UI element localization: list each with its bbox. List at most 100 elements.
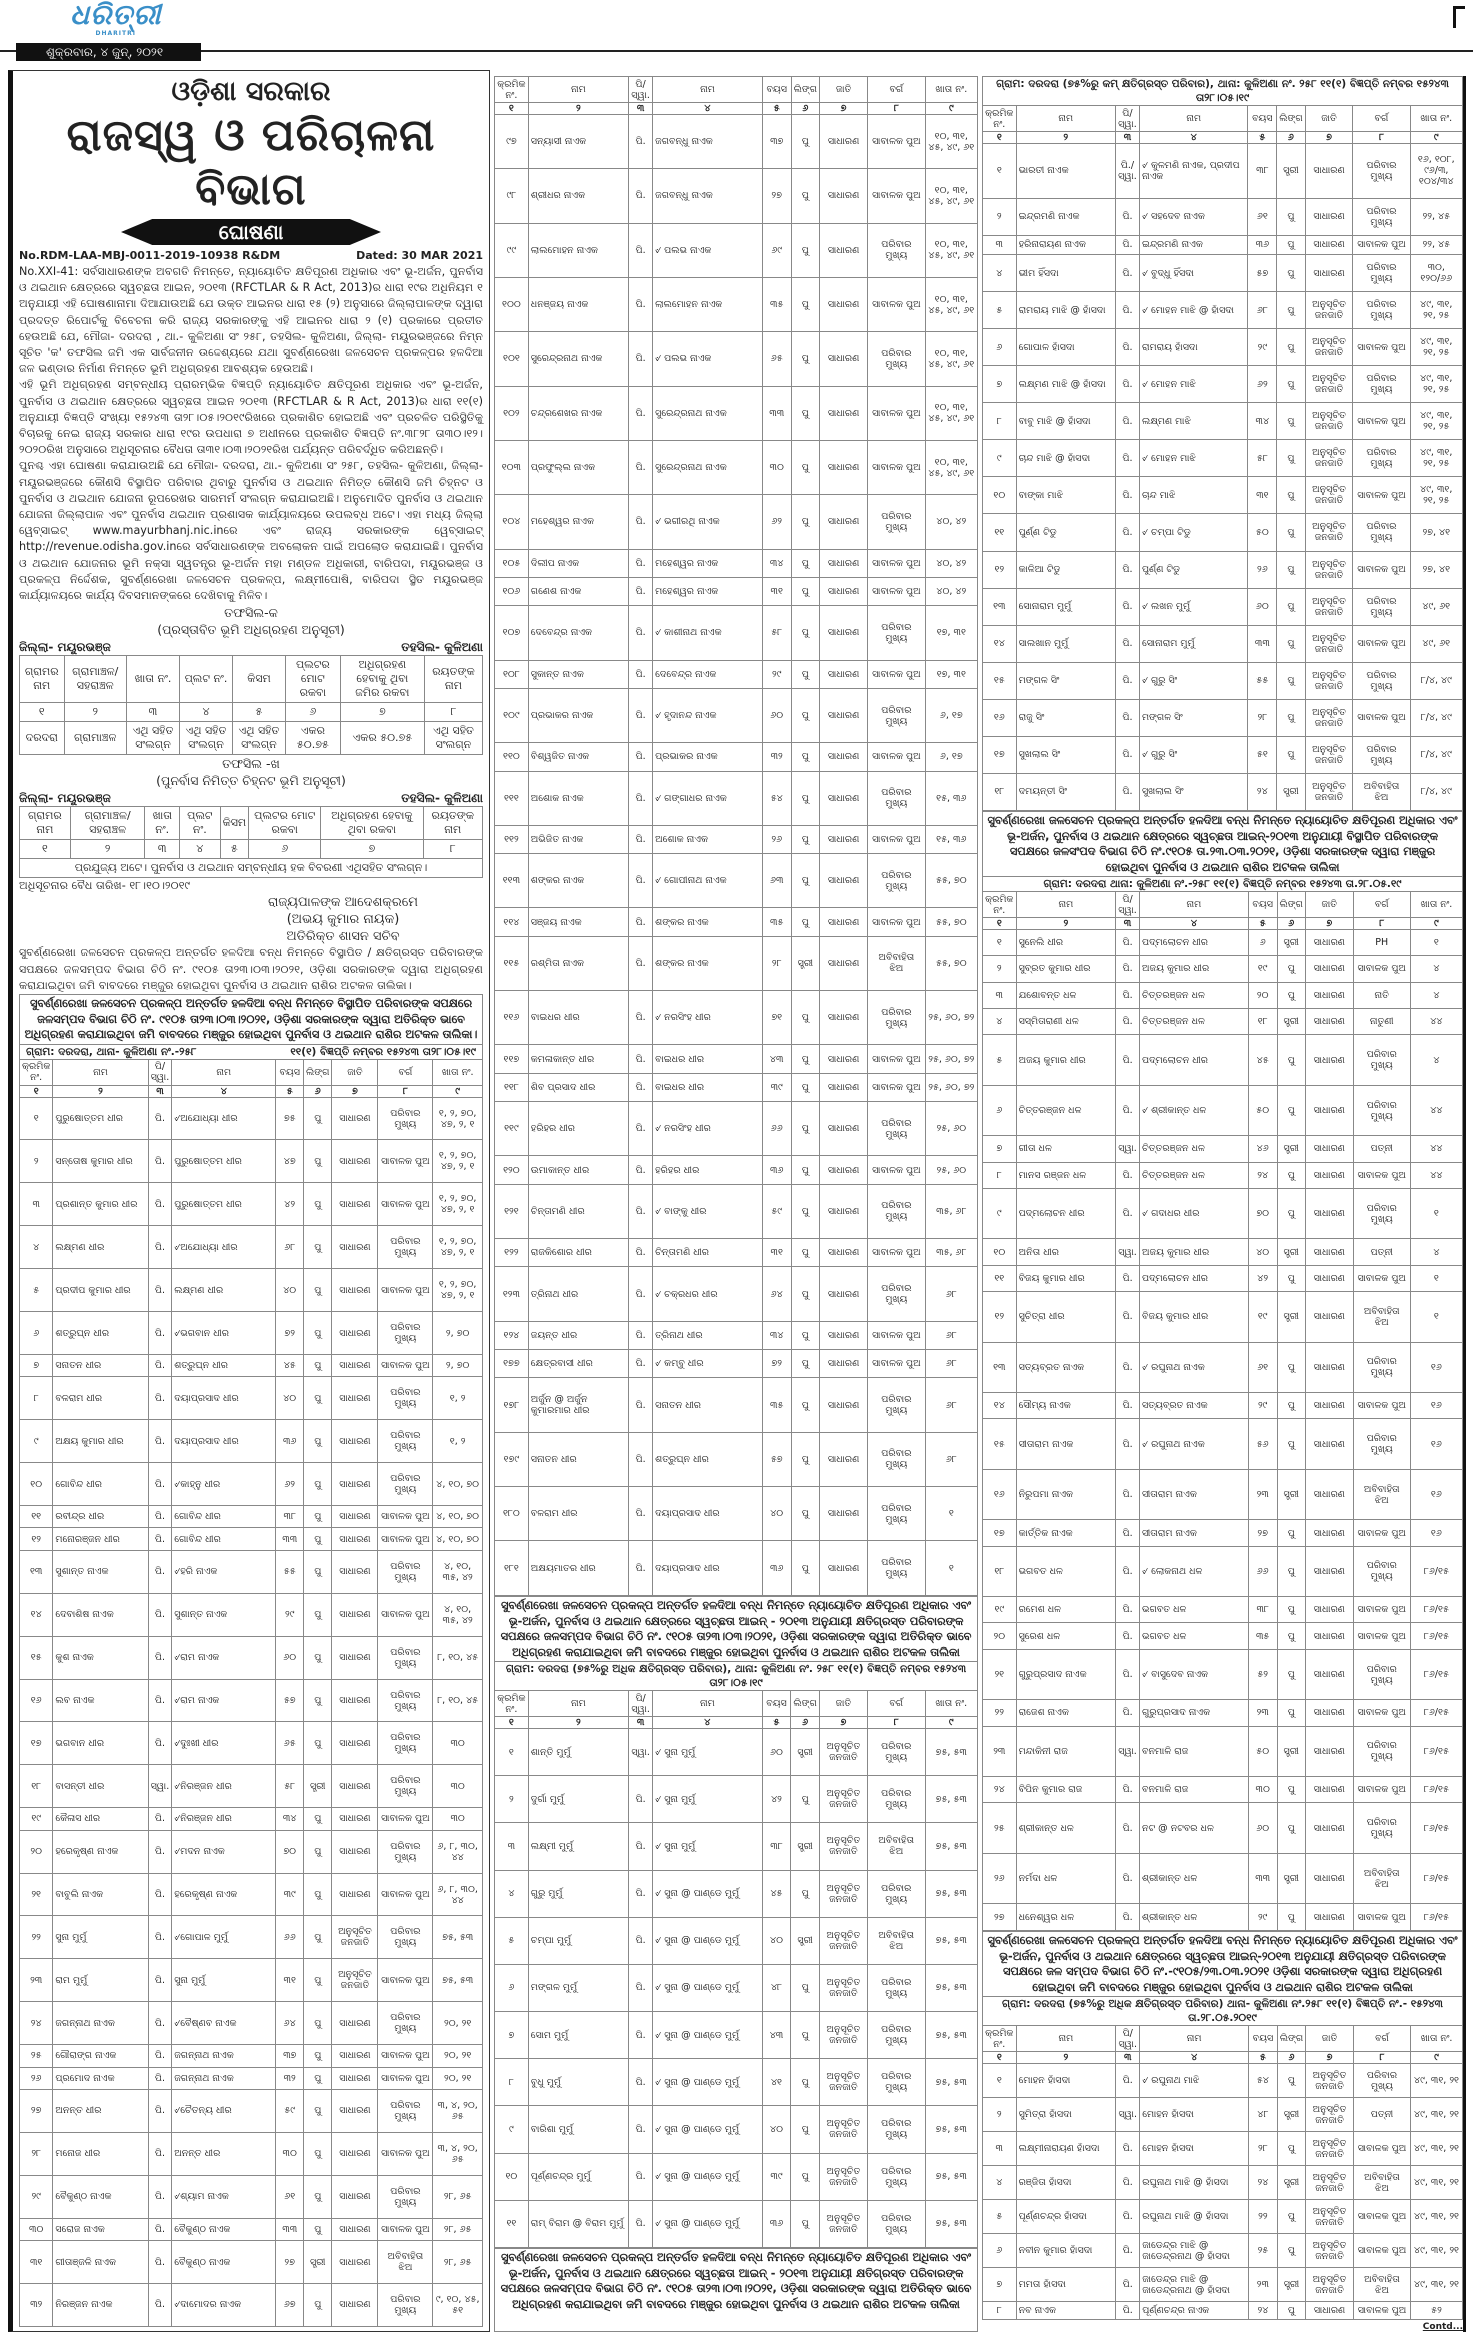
table-cell: ପୁ [1276, 698, 1306, 737]
table-cell: ୩୧ [18, 2240, 54, 2284]
table-row: ୧ ସୁନେଲି ଧୀର ପି. ପଦ୍ମଲୋଚନ ଧୀର ୬ ସ୍ତ୍ରୀ ସାଧାରଣ P… [982, 928, 1464, 957]
table-cell: ପୁରୁଷୋତ୍ତମ ଧୀର [52, 1096, 149, 1141]
table-cell: ପତ୍ନୀ [1352, 1238, 1411, 1266]
table-cell: ପୁ [1276, 1776, 1306, 1804]
table-cell: ୧୯ [1247, 1291, 1278, 1343]
table-cell: ପୁ [1276, 1034, 1306, 1086]
table-cell: ପୁ [790, 331, 821, 387]
table-cell: ୩୫ [761, 907, 792, 937]
table-cell: ବାଇଧର ଧୀର [652, 1044, 763, 1074]
table-cell: ପୁ [790, 548, 821, 578]
table-cell: ୧୦, ୩୧, ୪୫, ୪୯, ୬୧ [924, 222, 979, 278]
table-cell: ୨୮ [1248, 2131, 1278, 2167]
table-cell: ସ୍ତ୍ରୀ [1276, 2165, 1307, 2201]
table-cell: ସାଧାରଣ [1304, 1903, 1354, 1931]
table-cell: ପୁ [303, 1311, 333, 1356]
table-cell: ୧ [1409, 1264, 1464, 1293]
table-cell: ୰ ରଘୁନାଥ ନାଏକ [1139, 1418, 1249, 1470]
table-cell: ପରିବାର ମୁଖ୍ୟ [1352, 1545, 1411, 1598]
table-cell: ୨୯ [1247, 328, 1278, 367]
table-cell: ସାଧାରଣ [331, 1268, 379, 1313]
table-cell: ସାଧାରଣ [819, 990, 869, 1046]
table-cell: ୬୧ [1247, 197, 1278, 236]
column-header: ଖାତା ନଂ. [1410, 2025, 1463, 2052]
table-row: ୫ ଚମ୍ପା ମୁର୍ମୁ ପି. ୰ ସୁନା @ ପାଣ୍ଡେ ମୁର୍ମୁ ୪୦… [494, 1916, 979, 1965]
table-row: ୧୨୪ ଜୟନ୍ତ ଧୀର ପି. ତ୍ରିନାଥ ଧୀର ୩୪ ପୁ ସାଧାରଣ ସାବା… [494, 1320, 979, 1351]
table-cell: ସନାତନ ଧୀର [52, 1354, 149, 1378]
table-cell: ପୁ [303, 2066, 333, 2090]
table-cell: ବାରିଶା ମୁର୍ମୁ [527, 2105, 630, 2154]
column-number: ୪ [1138, 131, 1249, 144]
column-number: ୫ [1248, 2051, 1278, 2064]
table-cell: ୪, ୧୦, ୭୦ [432, 1527, 483, 1551]
table-cell: ୩୨ [761, 742, 792, 772]
table-cell: ପରିବାର ମୁଖ୍ୟ [1352, 439, 1411, 478]
table-cell: ପୂର୍ଣ୍ଣଚନ୍ଦ୍ର ନାଏକ [1139, 2301, 1250, 2320]
schedule-kha-subtitle: (ପୁନର୍ବାସ ନିମିତ୍ତ ଚିହ୍ନଟ ଭୂମି ଅନୁସୂଚୀ) [156, 773, 346, 789]
table-cell: ପୁ [303, 2174, 333, 2219]
table-cell: ୧୭୯ [494, 1431, 529, 1488]
masthead: ଧରିତ୍ରୀ DHARITRI ଶୁକ୍ରବାର, ୪ ଜୁନ୍, ୨୦୨୧ [0, 0, 1473, 70]
table-cell: ପି. [627, 907, 654, 937]
table-cell: ୬ [494, 1963, 529, 2013]
table-cell: ଦେବେନ୍ଦ୍ର ନାଏକ [652, 659, 763, 689]
table-cell: ପରିବାର ମୁଖ୍ୟ [866, 1869, 926, 1918]
table-cell: ୨୩ [1247, 1468, 1278, 1521]
table-cell: ପି. [147, 1958, 173, 2003]
table-cell: ୩୭ [275, 2044, 305, 2068]
table-row: ୮ ମାନସ ରଞ୍ଜନ ଧଳ ପି. ଚିତ୍ତରଞ୍ଜନ ଧଳ ୨୪ ପୁ ସାଧାରଣ… [982, 1161, 1464, 1189]
table-title: ସୁବର୍ଣ୍ଣରେଖା ଜଳସେଚନ ପ୍ରକଳ୍ପ ଅନ୍ତର୍ଗତ ହଳଦ… [494, 1596, 978, 1661]
table-cell: ୰ଶ୍ୟାମ ନାଏକ [171, 2174, 277, 2219]
table-cell: ପୁ [1276, 197, 1306, 236]
table-cell: ପି. [1114, 254, 1140, 293]
table-cell: ପୁ [790, 439, 821, 496]
table-row: ୬ ମଙ୍ଗଳ ମୁର୍ମୁ ପି. ୰ ସୁନା @ ପାଣ୍ଡେ ମୁର୍ମୁ ୪୮… [494, 1963, 979, 2013]
table-cell: ପୁ [303, 1182, 333, 1227]
table-cell: ପୁ [303, 1807, 333, 1831]
table-cell: ପୁ [1276, 234, 1306, 256]
table-cell: ପରିବାର ମୁଖ୍ୟ [866, 1963, 926, 2013]
table-cell: ପୁ [790, 1963, 820, 2013]
table-cell: ବିଜୟ କୁମାର ଧୀର [1015, 1264, 1117, 1293]
table-cell: ପି. [627, 1155, 654, 1185]
table-cell: ୩୮ [275, 1505, 305, 1529]
table-cell: ସାଧାରଣ [819, 1183, 869, 1240]
table-cell: ପ୍ରଶାନ୍ତ କୁମାର ଧୀର [52, 1182, 149, 1227]
table-cell: ସାଧାରଣ [819, 853, 869, 909]
table-cell: ସାଧାରଣ [331, 2044, 379, 2068]
table-cell: ଗୀତାଞ୍ଜଳି ନାଏକ [52, 2240, 149, 2284]
table-cell: ସାବାଳକ ପୁଅ [867, 1238, 926, 1268]
table-cell: ସାଧାରଣ [1304, 1084, 1354, 1137]
column-number: ୫ [1247, 917, 1278, 930]
table-cell: ୨୫, ୬୦, ୭୨ [924, 990, 979, 1046]
newspaper-logo: ଧରିତ୍ରୀ DHARITRI [70, 0, 162, 37]
column-header: ରୟତଙ୍କ ନାମ [423, 655, 484, 704]
table-cell: ୰ନିରଞ୍ଜନ ଧୀର [171, 1764, 277, 1809]
table-cell: ୩ [18, 1182, 54, 1227]
table-cell: ୮୬/୧୫ [1409, 1903, 1464, 1931]
table-row: ୧୧୦ ବିଶ୍ୱଜିତ ନାଏକ ପି. ପ୍ରଭାକର ନାଏକ ୩୨ ପୁ ସାଧାର… [494, 742, 979, 772]
table-cell: ପରିବାର ମୁଖ୍ୟ [1352, 197, 1411, 236]
table-cell: ୨, ୭୦ [432, 1311, 483, 1356]
table-cell: ଏକର ୫୦.୭୫ [284, 721, 341, 756]
table-cell: ସାବାଳକ ପୁଅ [1352, 624, 1411, 663]
table-cell: ପୁ [790, 1266, 821, 1322]
table-cell: ୫୧ [1247, 735, 1278, 774]
table-cell: ୨୫ [982, 1802, 1017, 1854]
table-row: ୨୩ ମନ୍ଦାକିନୀ ରାଜ ସ୍ୱା. ବନମାଳି ରାଜ ୫୦ ସ୍ତ୍ରୀ ସା… [982, 1725, 1464, 1778]
table-cell: ରାମ ମୁର୍ମୁ [52, 1958, 149, 2003]
column-header: ବୟସ [1247, 891, 1278, 918]
table-cell: ସାବାଳକ ପୁଅ [1352, 328, 1411, 367]
table-cell: ୨୦, ୨୧ [432, 2044, 483, 2068]
table-cell: ମଙ୍ଗଳ ମୁର୍ମୁ [527, 1963, 630, 2013]
header-row: କ୍ରମିକ ନଂ. ନାମ ପି/ ସ୍ୱା. ନାମ ବୟସ ଲିଙ୍ଗ ଜାତି ବର୍… [982, 105, 1464, 132]
table-cell: ୨୧ [982, 1648, 1017, 1701]
table-cell: ସାଧାରଣ [819, 1044, 869, 1074]
table-cell: ସାଧାରଣ [331, 1462, 379, 1507]
table-cell: ଅନୁସୂଚିତ ଜନଜାତି [1304, 624, 1354, 663]
table-cell: ୰ ପଲଭ ନାଏକ [652, 222, 763, 278]
table-cell: ପି. [147, 1635, 173, 1680]
table-cell: ପି. [1115, 1084, 1141, 1137]
table-cell: ୨୨, ୪୫ [1409, 234, 1464, 256]
column-header: ପି/ ସ୍ୱା. [1114, 105, 1140, 132]
